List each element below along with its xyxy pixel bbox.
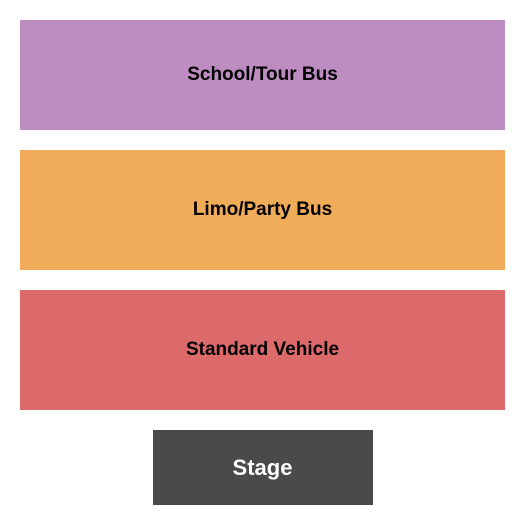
section-label: Limo/Party Bus xyxy=(193,199,332,221)
section-standard-vehicle: Standard Vehicle xyxy=(20,290,505,410)
stage: Stage xyxy=(153,430,373,505)
section-label: Standard Vehicle xyxy=(186,339,339,361)
section-label: School/Tour Bus xyxy=(187,64,338,86)
stage-label: Stage xyxy=(233,455,293,481)
section-school-tour-bus: School/Tour Bus xyxy=(20,20,505,130)
section-limo-party-bus: Limo/Party Bus xyxy=(20,150,505,270)
